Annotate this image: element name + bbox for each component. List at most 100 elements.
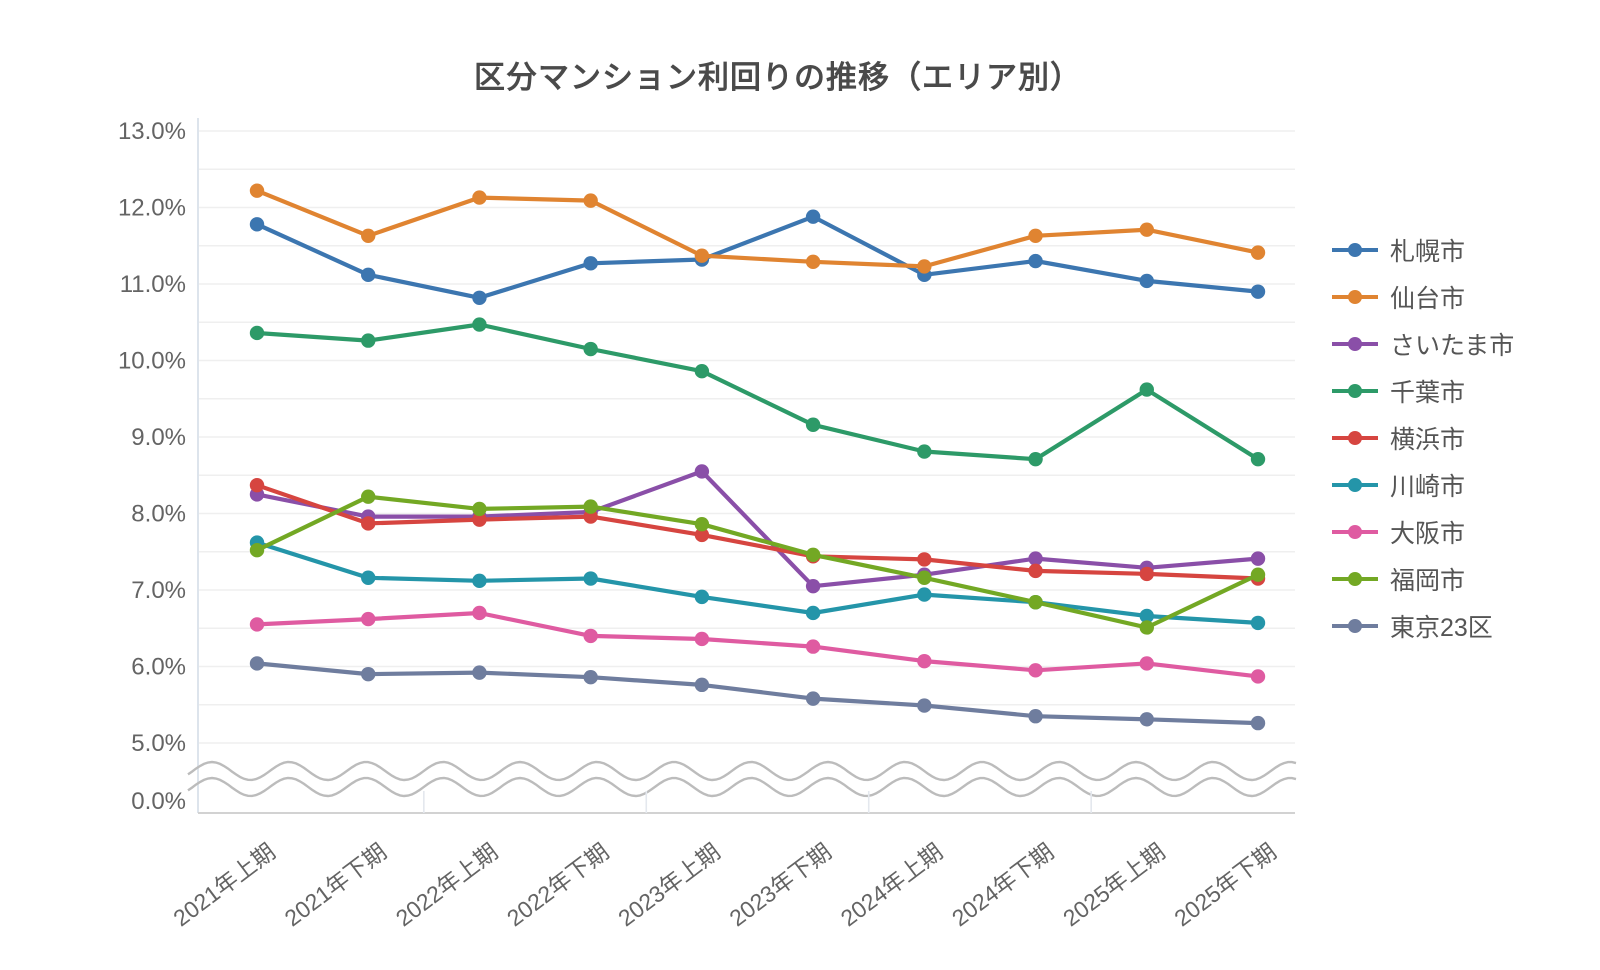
data-point-仙台市 <box>1250 245 1266 260</box>
series-line-千葉市 <box>254 322 1261 462</box>
data-point-札幌市 <box>361 267 376 283</box>
legend-swatch-icon <box>1332 383 1378 398</box>
data-point-横浜市 <box>583 509 598 524</box>
legend-swatch-icon <box>1332 477 1378 492</box>
data-point-札幌市 <box>249 217 265 232</box>
chart-legend: 札幌市 仙台市 さいたま市 千葉市 横浜市 川崎市 大阪市 福岡市 東京23区 <box>1332 226 1514 649</box>
legend-swatch-icon <box>1332 524 1378 539</box>
x-tick-label: 2021年下期 <box>280 838 392 931</box>
data-point-福岡市 <box>1139 620 1154 635</box>
data-point-仙台市 <box>917 259 932 274</box>
data-point-仙台市 <box>1139 222 1154 237</box>
data-point-横浜市 <box>472 512 487 527</box>
data-point-横浜市 <box>917 552 932 567</box>
legend-swatch-icon <box>1332 336 1378 351</box>
legend-item-福岡市: 福岡市 <box>1332 555 1514 602</box>
series-line-福岡市 <box>254 494 1261 630</box>
data-point-川崎市 <box>917 587 932 602</box>
data-point-横浜市 <box>1028 563 1043 579</box>
data-point-仙台市 <box>361 228 376 244</box>
data-point-千葉市 <box>583 341 598 357</box>
x-tick-label: 2022年下期 <box>502 838 614 931</box>
data-point-さいたま市 <box>1028 551 1043 566</box>
data-point-仙台市 <box>1028 228 1043 244</box>
data-point-横浜市 <box>694 527 710 543</box>
legend-item-東京23区: 東京23区 <box>1332 602 1514 649</box>
legend-swatch-icon <box>1332 618 1378 633</box>
data-point-札幌市 <box>1250 284 1266 299</box>
y-tick-label: 11.0% <box>120 271 186 298</box>
data-point-千葉市 <box>472 317 487 332</box>
y-tick-label: 6.0% <box>131 654 186 681</box>
y-tick-label: 12.0% <box>118 195 186 222</box>
data-point-福岡市 <box>249 543 265 558</box>
data-point-福岡市 <box>472 501 487 517</box>
x-tick-label: 2025年下期 <box>1169 838 1281 931</box>
legend-item-札幌市: 札幌市 <box>1332 226 1514 273</box>
series-line-仙台市 <box>254 188 1261 269</box>
data-point-札幌市 <box>583 256 598 271</box>
x-tick-label: 2024年下期 <box>947 838 1059 931</box>
data-point-仙台市 <box>583 193 598 208</box>
y-tick-label: 7.0% <box>131 577 186 604</box>
data-point-東京23区 <box>1139 712 1154 727</box>
legend-label: 大阪市 <box>1390 519 1466 548</box>
data-point-大阪市 <box>361 611 376 627</box>
legend-swatch-icon <box>1332 289 1378 304</box>
series-line-横浜市 <box>254 483 1261 581</box>
data-point-千葉市 <box>1250 451 1266 467</box>
legend-label: 札幌市 <box>1390 237 1466 266</box>
data-point-大阪市 <box>1139 656 1154 671</box>
data-point-川崎市 <box>472 573 487 589</box>
x-tick-label: 2021年上期 <box>168 838 280 931</box>
data-point-さいたま市 <box>694 464 710 479</box>
legend-item-大阪市: 大阪市 <box>1332 508 1514 555</box>
series-line-大阪市 <box>254 610 1261 679</box>
data-point-川崎市 <box>805 605 821 621</box>
series-line-さいたま市 <box>254 469 1261 589</box>
data-point-東京23区 <box>917 698 932 713</box>
legend-label: 東京23区 <box>1390 613 1493 642</box>
data-point-さいたま市 <box>1250 551 1266 566</box>
data-point-横浜市 <box>249 477 265 493</box>
data-point-大阪市 <box>805 639 821 654</box>
data-point-福岡市 <box>805 547 821 563</box>
y-tick-label: 10.0% <box>118 348 186 375</box>
data-point-仙台市 <box>472 190 487 205</box>
y-tick-label: 13.0% <box>118 118 186 145</box>
legend-item-川崎市: 川崎市 <box>1332 461 1514 508</box>
legend-label: 仙台市 <box>1390 284 1466 313</box>
data-point-千葉市 <box>1139 382 1154 397</box>
data-point-東京23区 <box>249 656 265 671</box>
data-point-大阪市 <box>917 653 932 669</box>
data-point-福岡市 <box>694 517 710 532</box>
data-point-東京23区 <box>361 666 376 682</box>
data-point-仙台市 <box>249 183 265 198</box>
data-point-大阪市 <box>1250 669 1266 684</box>
x-tick-label: 2025年上期 <box>1058 838 1170 931</box>
axis-break-wave <box>187 760 1297 782</box>
axis-break-wave <box>187 776 1297 798</box>
legend-label: 千葉市 <box>1390 378 1466 407</box>
data-point-横浜市 <box>1139 566 1154 582</box>
y-tick-label: 8.0% <box>131 501 186 528</box>
x-tick-label: 2022年上期 <box>391 838 503 931</box>
data-point-大阪市 <box>583 628 598 644</box>
data-point-大阪市 <box>249 617 265 632</box>
y-tick-label: 5.0% <box>131 730 186 757</box>
legend-swatch-icon <box>1332 242 1378 257</box>
legend-item-千葉市: 千葉市 <box>1332 367 1514 414</box>
legend-label: 川崎市 <box>1390 472 1466 501</box>
data-point-東京23区 <box>1028 709 1043 724</box>
legend-swatch-icon <box>1332 571 1378 586</box>
chart-title: 区分マンション利回りの推移（エリア別） <box>474 60 1082 95</box>
data-point-東京23区 <box>1250 715 1266 731</box>
data-point-川崎市 <box>1139 608 1154 624</box>
data-point-福岡市 <box>583 499 598 514</box>
data-point-東京23区 <box>472 665 487 680</box>
data-point-福岡市 <box>1028 595 1043 610</box>
data-point-千葉市 <box>361 333 376 348</box>
data-point-東京23区 <box>583 670 598 685</box>
data-point-福岡市 <box>917 570 932 585</box>
